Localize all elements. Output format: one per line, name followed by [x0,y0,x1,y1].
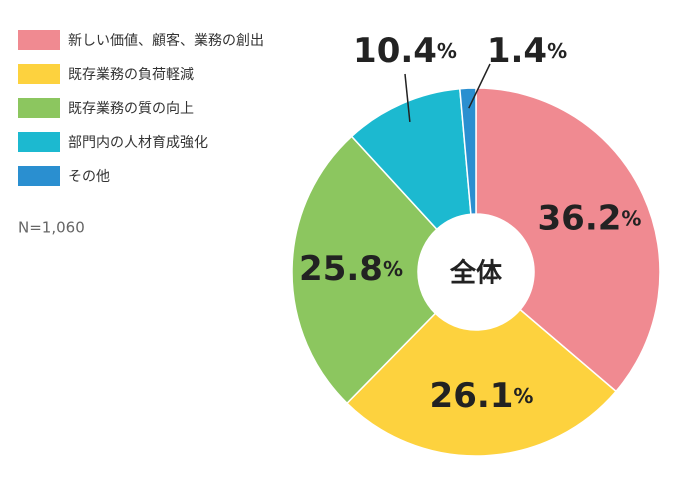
value-label: 26.1% [430,375,534,415]
value-label: 25.8% [299,248,403,288]
legend-label: その他 [68,169,110,185]
legend-swatch [18,30,60,50]
legend-label: 部門内の人材育成強化 [68,135,208,151]
legend-label: 新しい価値、顧客、業務の創出 [68,32,264,49]
legend-swatch [18,166,60,186]
donut-slice [475,87,661,393]
leader-line [468,63,491,109]
donut-slice [291,135,438,405]
value-label: 36.2% [538,198,642,238]
value-label: 1.4% [487,31,567,71]
donut-slice [459,87,477,216]
value-label: 10.4% [353,31,457,71]
donut-slice [345,308,618,457]
legend-swatch [18,64,60,84]
center-label: 全体 [449,258,503,289]
legend-swatch [18,98,60,118]
donut-slice [350,87,472,231]
legend-label: 既存業務の負荷軽減 [68,66,194,83]
legend-label: 既存業務の質の向上 [68,101,194,117]
leader-line [404,73,411,123]
legend-swatch [18,132,60,152]
sample-note: N=1,060 [18,219,85,237]
